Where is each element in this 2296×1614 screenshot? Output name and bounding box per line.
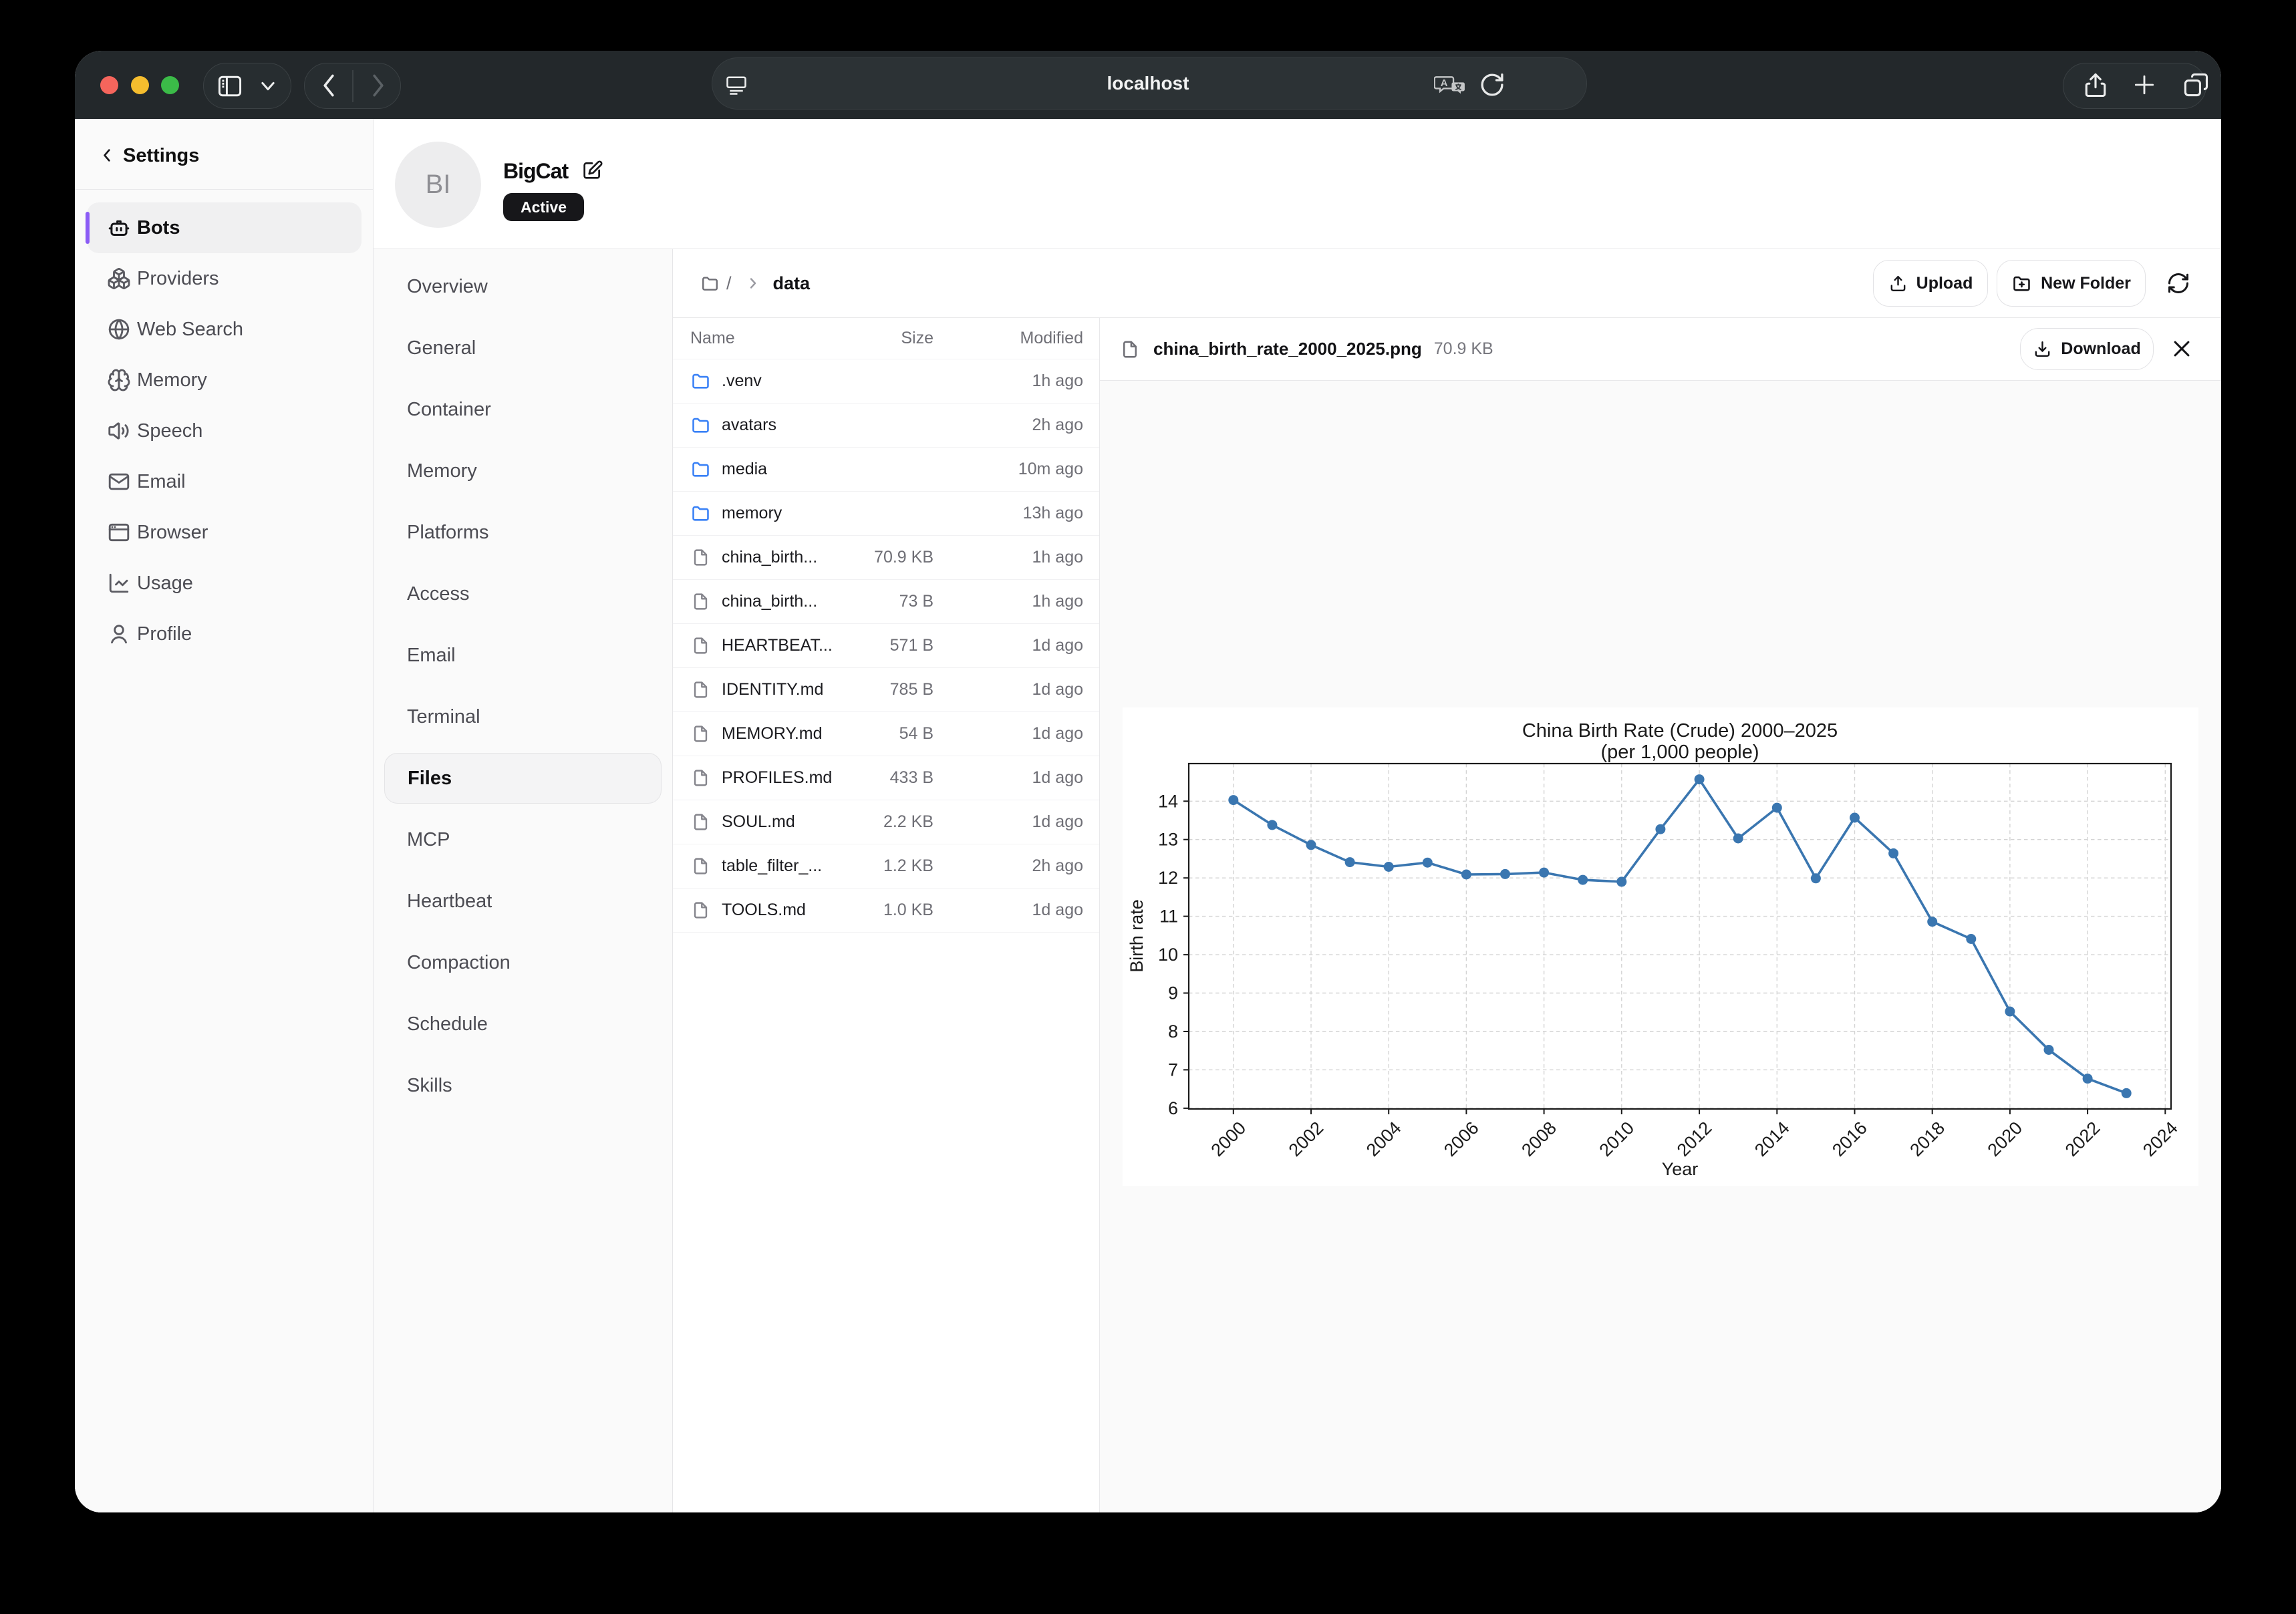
- svg-text:7: 7: [1168, 1060, 1178, 1080]
- svg-text:Year: Year: [1662, 1159, 1699, 1179]
- svg-text:11: 11: [1159, 907, 1178, 927]
- svg-text:10: 10: [1158, 945, 1178, 965]
- svg-text:9: 9: [1168, 983, 1178, 1003]
- svg-text:12: 12: [1158, 868, 1178, 888]
- svg-text:6: 6: [1168, 1098, 1178, 1118]
- svg-text:8: 8: [1168, 1021, 1178, 1041]
- svg-text:A: A: [1441, 78, 1448, 89]
- svg-text:Birth rate: Birth rate: [1127, 899, 1147, 973]
- svg-text:(per 1,000 people): (per 1,000 people): [1601, 742, 1759, 763]
- svg-text:14: 14: [1158, 791, 1178, 811]
- svg-text:13: 13: [1158, 830, 1178, 850]
- svg-text:China Birth Rate (Crude) 2000–: China Birth Rate (Crude) 2000–2025: [1522, 720, 1838, 742]
